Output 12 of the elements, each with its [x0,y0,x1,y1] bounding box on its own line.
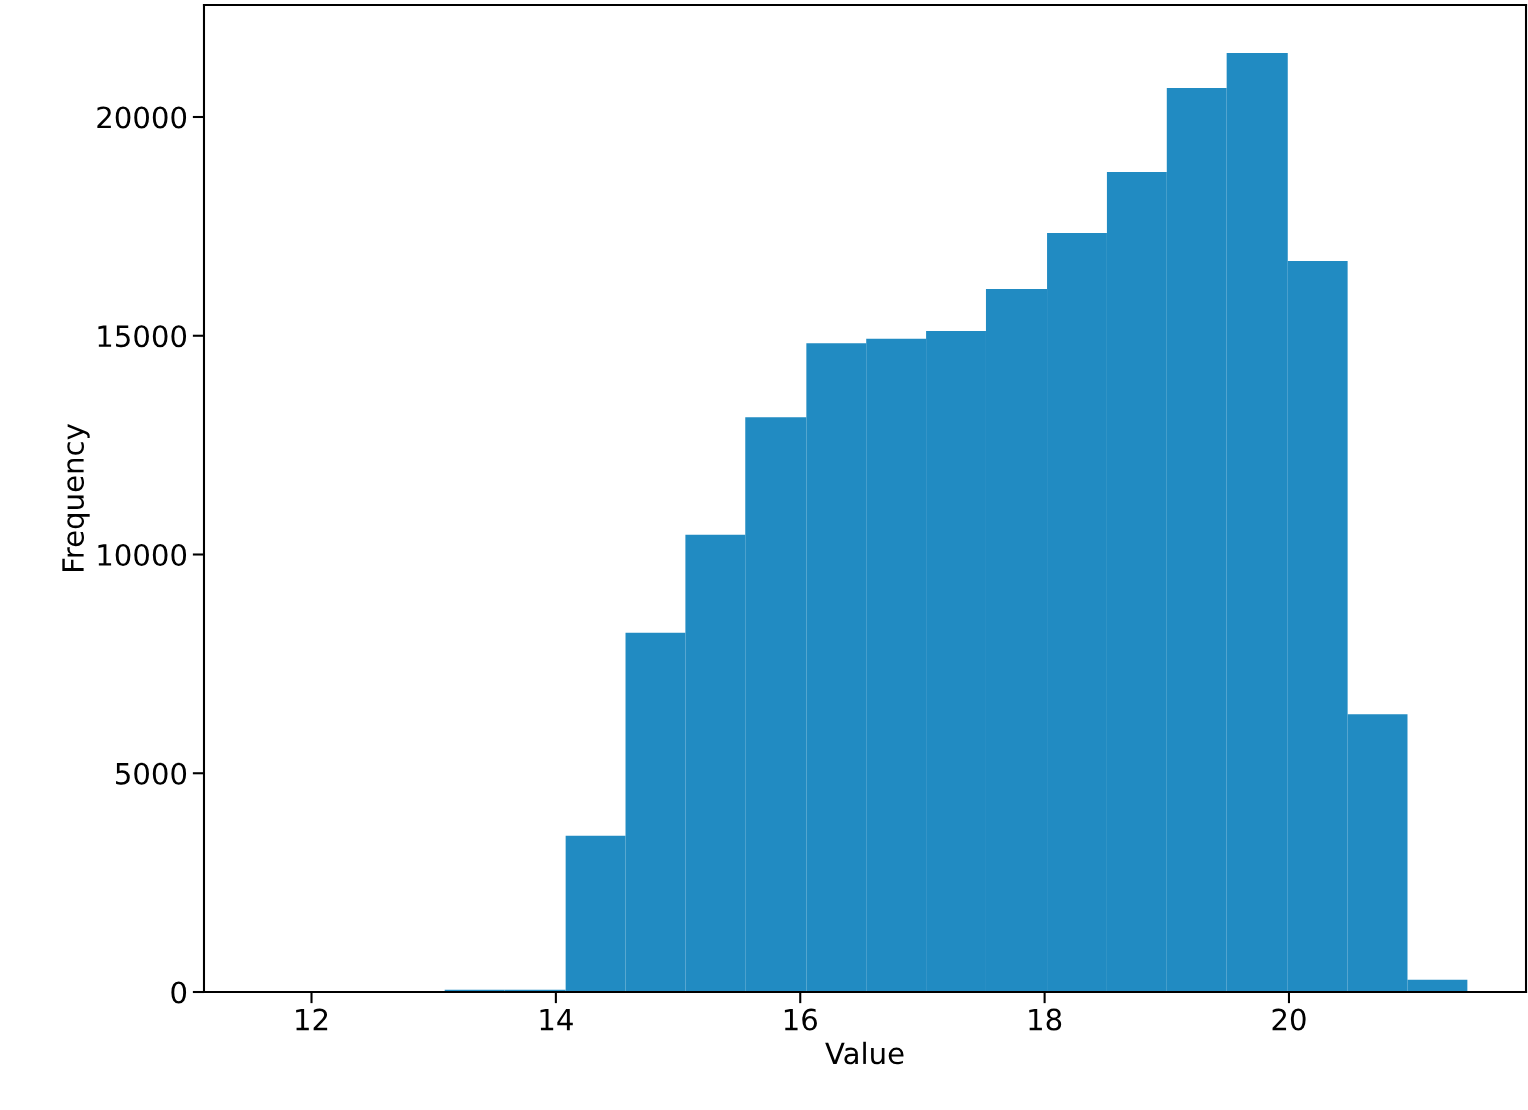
y-tick-label: 0 [171,981,187,1004]
y-axis-title: Frequency [62,424,90,571]
y-tick-label: 10000 [98,543,187,566]
x-tick-label: 12 [296,1008,328,1031]
y-tick-label: 15000 [98,325,187,348]
y-tick-label: 5000 [116,762,187,785]
x-tick-label: 16 [784,1008,817,1031]
x-tick-label: 18 [1029,1008,1062,1031]
x-axis-title: Value [825,1041,904,1065]
y-tick-label: 20000 [97,106,187,129]
x-tick-label: 14 [540,1008,573,1031]
x-tick-label: 20 [1272,1008,1306,1031]
